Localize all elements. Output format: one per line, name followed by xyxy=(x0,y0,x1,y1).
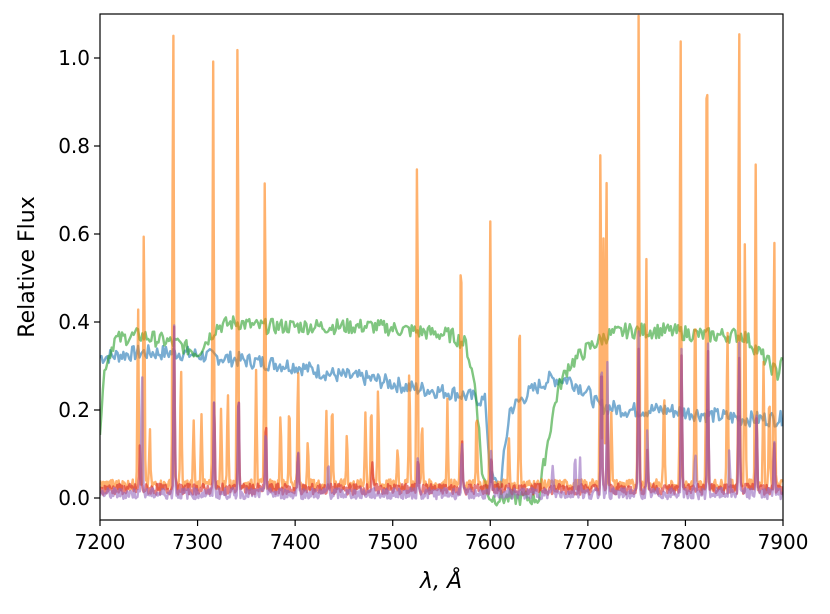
x-tick-label: 7600 xyxy=(465,530,516,554)
series-layer xyxy=(100,14,783,507)
y-tick-label: 0.4 xyxy=(58,310,90,334)
y-tick-label: 0.2 xyxy=(58,398,90,422)
x-tick-label: 7800 xyxy=(660,530,711,554)
y-axis-ticks: 0.0 0.2 0.4 0.6 0.8 1.0 xyxy=(58,46,100,510)
plot-frame xyxy=(99,13,784,521)
y-tick-label: 0.6 xyxy=(58,222,90,246)
x-tick-label: 7300 xyxy=(172,530,223,554)
y-tick-label: 0.0 xyxy=(58,486,90,510)
x-axis-ticks: 7200 7300 7400 7500 7600 7700 7800 7900 xyxy=(75,520,809,554)
y-tick-label: 0.8 xyxy=(58,134,90,158)
x-tick-label: 7400 xyxy=(270,530,321,554)
x-axis-label: λ, Å xyxy=(419,567,462,594)
x-tick-label: 7900 xyxy=(758,530,809,554)
x-tick-label: 7200 xyxy=(75,530,126,554)
y-axis-label: Relative Flux xyxy=(15,196,40,337)
x-tick-label: 7700 xyxy=(562,530,613,554)
y-tick-label: 1.0 xyxy=(58,46,90,70)
series-line-4 xyxy=(100,324,783,501)
x-tick-label: 7500 xyxy=(367,530,418,554)
